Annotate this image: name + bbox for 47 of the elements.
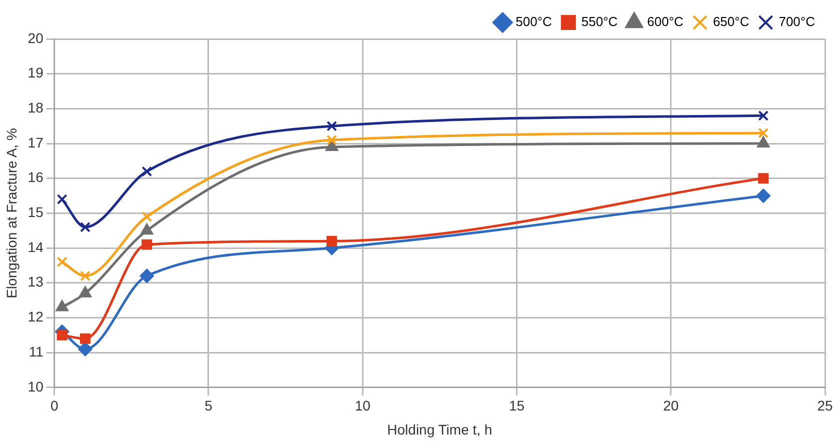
x-tick-label: 15 (508, 398, 525, 414)
point (56, 300, 68, 312)
point (79, 286, 92, 298)
point (56, 194, 68, 205)
x-tick-label: 5 (204, 398, 213, 414)
point (80, 333, 90, 344)
point (80, 270, 90, 282)
point (142, 211, 152, 222)
point (142, 239, 152, 250)
legend-label: 500°C (516, 14, 552, 30)
point (142, 166, 152, 177)
point (326, 236, 338, 246)
point (326, 134, 338, 146)
point (140, 268, 154, 283)
legend-label: 550°C (581, 14, 618, 30)
point (758, 128, 769, 138)
point (78, 342, 92, 356)
point (756, 188, 770, 203)
x-tick-label: 25 (817, 398, 833, 414)
x-tick-label: 0 (50, 398, 58, 414)
x-tick-label: 10 (354, 398, 371, 414)
point (140, 224, 154, 235)
y-axis-title: Elongation at Fracture A, % (3, 128, 20, 298)
y-tick-label: 13 (28, 274, 44, 290)
y-tick-label: 12 (28, 308, 44, 325)
legend-label: 600°C (647, 14, 684, 30)
y-tick-label: 11 (28, 343, 44, 360)
x-tick-label: 20 (663, 398, 679, 414)
y-tick-label: 16 (28, 169, 44, 186)
x-axis-title: Holding Time t, h (387, 421, 492, 438)
point (56, 330, 68, 340)
point (758, 173, 769, 184)
y-tick-label: 17 (28, 134, 44, 150)
point (56, 256, 68, 268)
y-tick-label: 19 (28, 64, 44, 81)
legend-label: 700°C (778, 14, 816, 30)
y-tick-label: 18 (28, 100, 44, 116)
y-tick-label: 10 (28, 378, 44, 394)
y-tick-label: 20 (28, 30, 44, 46)
point (326, 140, 338, 152)
legend-label: 650°C (712, 14, 750, 30)
y-tick-label: 15 (28, 204, 44, 220)
point (757, 136, 770, 148)
point (758, 110, 769, 121)
point (326, 120, 338, 132)
y-tick-label: 14 (28, 238, 44, 255)
point (80, 222, 90, 232)
